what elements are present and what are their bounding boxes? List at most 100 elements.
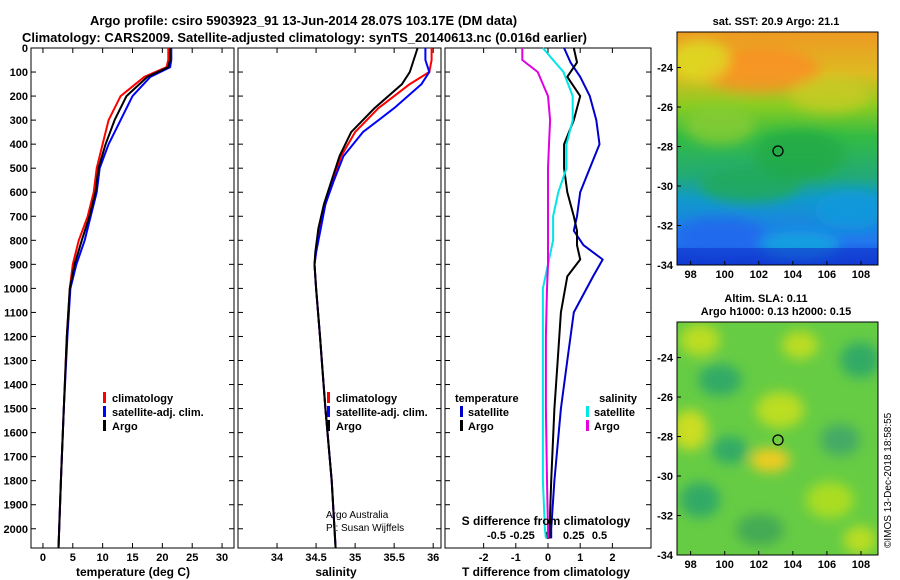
depth-tick-label: 100 xyxy=(10,67,28,79)
depth-tick-label: 2000 xyxy=(4,524,28,536)
depth-tick-label: 1000 xyxy=(4,283,28,295)
legend-title-temperature: temperature xyxy=(455,393,519,405)
series-line-satellite_s xyxy=(541,47,574,539)
sst-argo-location-marker xyxy=(772,145,784,157)
x-tick-label: 35 xyxy=(349,552,361,564)
depth-tick-label: 800 xyxy=(10,235,28,247)
x-tick-label: 34 xyxy=(271,552,284,564)
x-tick-label: 20 xyxy=(156,552,168,564)
x-tick-label: 35.5 xyxy=(383,552,404,564)
legend-label-satellite-adj: satellite-adj. clim. xyxy=(336,407,428,419)
t-difference-xlabel: T difference from climatology xyxy=(462,565,630,579)
x-tick-label: 15 xyxy=(126,552,138,564)
sst-map-panel: sat. SST: 20.9 Argo: 21.1 98 100 102 104 106… xyxy=(657,16,879,281)
x-tick-label: 25 xyxy=(186,552,198,564)
sst-map-field xyxy=(677,32,878,265)
legend-swatch-satellite-adj xyxy=(103,406,106,417)
x-tick-label: -2 xyxy=(479,552,489,564)
map-x-tick-label: 106 xyxy=(818,269,836,281)
depth-tick-label: 1400 xyxy=(4,380,28,392)
salinity-plot-frame xyxy=(237,47,442,549)
x-tick-label: 30 xyxy=(216,552,228,564)
series-line-satellite_adj xyxy=(57,48,173,549)
x-tick-label: 36 xyxy=(427,552,439,564)
map-x-tick-label: 100 xyxy=(716,269,734,281)
salinity-xlabel: salinity xyxy=(315,565,357,579)
map-y-tick-label: -26 xyxy=(657,392,673,404)
legend-swatch-s-argo xyxy=(586,420,589,431)
x-tick-label: 2 xyxy=(609,552,615,564)
s-tick-label: -0.25 xyxy=(510,530,535,542)
header-line1: Argo profile: csiro 5903923_91 13-Jun-20… xyxy=(90,13,517,28)
depth-tick-label: 300 xyxy=(10,115,28,127)
legend-swatch-climatology xyxy=(327,392,330,403)
map-x-tick-label: 108 xyxy=(852,269,870,281)
legend-swatch-satellite-adj xyxy=(327,406,330,417)
depth-tick-label: 0 xyxy=(22,43,28,55)
legend-label-argo: Argo xyxy=(112,421,138,433)
legend-swatch-t-argo xyxy=(460,420,463,431)
legend-swatch-climatology xyxy=(103,392,106,403)
series-line-satellite_t xyxy=(550,47,604,539)
x-tick-label: 5 xyxy=(70,552,76,564)
depth-tick-label: 1200 xyxy=(4,331,28,343)
depth-tick-label: 1300 xyxy=(4,356,28,368)
map-y-tick-label: -32 xyxy=(657,221,673,233)
map-y-tick-label: -26 xyxy=(657,102,673,114)
map-x-tick-label: 108 xyxy=(852,559,870,571)
depth-tick-label: 1900 xyxy=(4,500,28,512)
map-x-tick-label: 100 xyxy=(716,559,734,571)
map-x-tick-label: 102 xyxy=(750,559,768,571)
legend-label-argo: Argo xyxy=(336,421,362,433)
legend-swatch-argo xyxy=(103,420,106,431)
map-x-tick-label: 106 xyxy=(818,559,836,571)
temperature-panel: 0 5 10 15 20 25 30 temperature (deg C) climato… xyxy=(30,47,235,579)
s-tick-label: -0.5 xyxy=(487,530,506,542)
sst-map-ticks: 98 100 102 104 106 108 -24 -26 -28 -30 -32 -34 xyxy=(657,63,870,281)
depth-tick-label: 900 xyxy=(10,259,28,271)
legend-swatch-s-satellite xyxy=(586,406,589,417)
x-tick-label: 0 xyxy=(545,552,551,564)
temperature-xlabel: temperature (deg C) xyxy=(76,565,190,579)
salinity-lines xyxy=(313,47,433,549)
s-tick-label: 0.5 xyxy=(592,530,607,542)
map-x-tick-label: 98 xyxy=(685,559,697,571)
map-y-tick-label: -24 xyxy=(657,63,674,75)
difference-panel: -2 -1 0 1 2-0.5 -0.25 0 0.25 0.5 T difference fr… xyxy=(444,47,652,579)
series-line-argo_s xyxy=(521,48,552,539)
map-y-tick-label: -30 xyxy=(657,181,673,193)
map-y-tick-label: -32 xyxy=(657,511,673,523)
map-x-tick-label: 102 xyxy=(750,269,768,281)
depth-tick-label: 1500 xyxy=(4,404,28,416)
legend-title-salinity: salinity xyxy=(599,393,638,405)
s-difference-label: S difference from climatology xyxy=(462,514,631,528)
x-tick-label: 34.5 xyxy=(305,552,326,564)
series-line-argo xyxy=(548,47,582,539)
depth-tick-label: 600 xyxy=(10,187,28,199)
depth-tick-label: 700 xyxy=(10,211,28,223)
sla-map-frame xyxy=(676,321,879,556)
map-y-tick-label: -24 xyxy=(657,353,674,365)
salinity-ticks: 34 34.5 35 35.5 36 xyxy=(238,47,441,564)
sla-map-field xyxy=(677,322,878,555)
imos-timestamp: ©IMOS 13-Dec-2018 18:58:55 xyxy=(883,412,894,548)
difference-legend: temperature satellite Argo salinity sate… xyxy=(455,393,638,433)
depth-axis-labels: 0 100 200 300 400 500 600 700 800 900 1000 1100 1200… xyxy=(4,43,28,536)
depth-tick-label: 1700 xyxy=(4,452,28,464)
x-tick-label: 1 xyxy=(577,552,583,564)
s-tick-label: 0.25 xyxy=(563,530,584,542)
temperature-lines xyxy=(57,48,173,549)
salinity-panel: 34 34.5 35 35.5 36 salinity climatology sate… xyxy=(237,47,442,579)
legend-label-s-argo: Argo xyxy=(594,421,620,433)
sla-argo-location-marker xyxy=(772,434,784,446)
header-line2: Climatology: CARS2009. Satellite-adjuste… xyxy=(22,30,587,45)
temperature-ticks: 0 5 10 15 20 25 30 xyxy=(31,47,234,564)
sla-map-ticks: 98 100 102 104 106 108 -24 -26 -28 -30 -32 -34 xyxy=(657,353,870,571)
difference-lines xyxy=(521,47,604,539)
depth-tick-label: 400 xyxy=(10,139,28,151)
depth-tick-label: 500 xyxy=(10,163,28,175)
x-tick-label: -1 xyxy=(511,552,521,564)
map-y-tick-label: -34 xyxy=(657,550,674,562)
map-y-tick-label: -34 xyxy=(657,260,674,272)
